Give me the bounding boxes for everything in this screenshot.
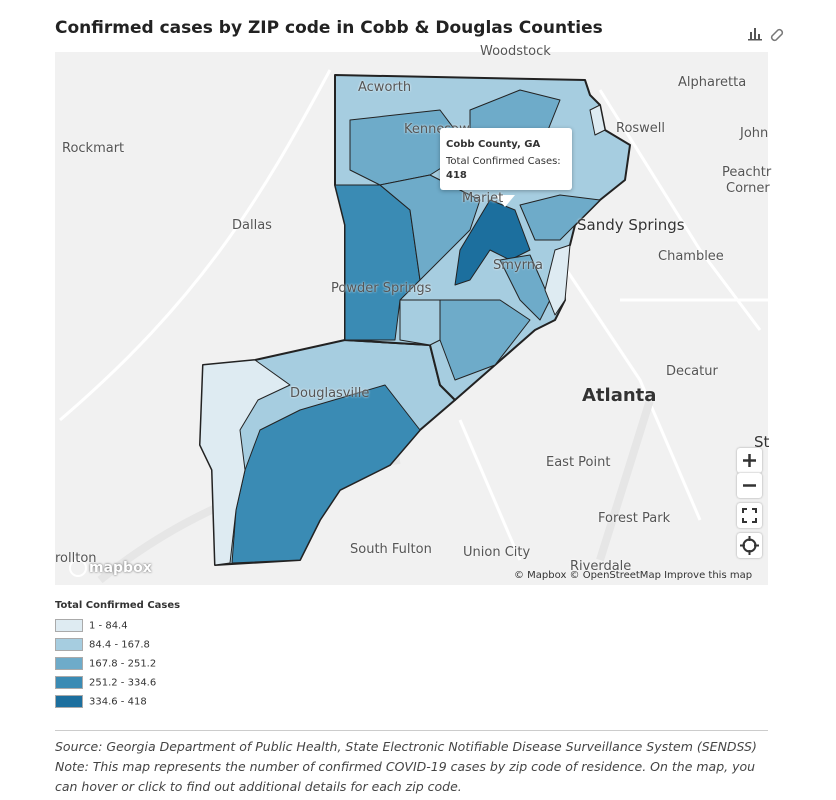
footer: Source: Georgia Department of Public Hea…	[55, 737, 775, 797]
legend-item: 334.6 - 418	[55, 695, 147, 708]
place-label: Forest Park	[598, 511, 671, 526]
place-label: St	[754, 433, 770, 451]
place-label: South Fulton	[350, 542, 432, 557]
legend-label: 84.4 - 167.8	[89, 639, 150, 651]
legend-label: 334.6 - 418	[89, 696, 147, 708]
chart-title: Confirmed cases by ZIP code in Cobb & Do…	[55, 18, 603, 38]
divider	[55, 730, 768, 731]
zip-area[interactable]	[199, 359, 291, 566]
place-label: Atlanta	[582, 385, 657, 406]
zoom-in[interactable]	[737, 448, 762, 473]
zip-area[interactable]	[379, 174, 481, 281]
place-label: John	[740, 126, 769, 141]
zip-area[interactable]	[454, 199, 531, 286]
legend-label: 167.8 - 251.2	[89, 658, 157, 670]
zip-area[interactable]	[399, 299, 441, 346]
legend-item: 167.8 - 251.2	[55, 657, 156, 670]
toolbar-icons[interactable]	[746, 24, 786, 44]
legend-swatch	[55, 695, 83, 708]
note: Note: This map represents the number of …	[55, 759, 756, 794]
legend-item: 1 - 84.4	[55, 619, 128, 632]
zip-area[interactable]	[231, 384, 421, 564]
place-label: Chamblee	[658, 249, 724, 264]
legend-swatch	[55, 657, 83, 670]
legend-item: 84.4 - 167.8	[55, 638, 150, 651]
place-label: Decatur	[666, 364, 718, 379]
zip-area[interactable]	[544, 244, 571, 316]
place-label: Roswell	[616, 121, 666, 136]
improve-link[interactable]: Improve this map	[664, 570, 753, 581]
place-label: Riverdale	[570, 559, 632, 574]
legend-title: Total Confirmed Cases	[55, 600, 181, 611]
tooltip-value: 418	[446, 170, 467, 181]
source: Source: Georgia Department of Public Hea…	[55, 739, 757, 754]
legend-item: 251.2 - 334.6	[55, 676, 156, 689]
place-label: Dallas	[232, 218, 272, 233]
legend-swatch	[55, 638, 83, 651]
place-label: Powder Springs	[331, 281, 432, 296]
place-label: Mariet	[462, 191, 504, 206]
place-label: Alpharetta	[678, 75, 747, 90]
tooltip-label: Total Confirmed Cases:	[446, 156, 561, 167]
zoom-out[interactable]	[737, 473, 762, 498]
zip-area[interactable]	[499, 254, 551, 321]
place-label: Peachtr	[722, 165, 772, 180]
place-label: Smyrna	[493, 258, 543, 273]
zip-area[interactable]	[589, 104, 606, 136]
mapbox-logo[interactable]: mapbox	[89, 560, 152, 576]
place-label: Sandy Springs	[577, 216, 685, 234]
tooltip: Cobb County, GA Total Confirmed Cases: 4…	[440, 128, 572, 190]
place-label: Rockmart	[62, 141, 125, 156]
legend-swatch	[55, 676, 83, 689]
attribution: © Mapbox © OpenStreetMap Improve this ma…	[514, 570, 752, 581]
fullscreen[interactable]	[737, 503, 762, 528]
tooltip-title: Cobb County, GA	[446, 139, 541, 150]
place-label: Acworth	[358, 80, 412, 95]
legend-label: 1 - 84.4	[89, 620, 128, 632]
place-label: Woodstock	[480, 44, 551, 59]
place-label: rollton	[55, 551, 97, 566]
place-label: Corner	[726, 181, 770, 196]
place-label: Douglasville	[290, 386, 370, 401]
place-label: Union City	[463, 545, 531, 560]
geolocate[interactable]	[737, 533, 762, 558]
attribution-text[interactable]: © Mapbox © OpenStreetMap	[514, 570, 661, 581]
legend-label: 251.2 - 334.6	[89, 677, 157, 689]
place-label: East Point	[546, 455, 611, 470]
legend-swatch	[55, 619, 83, 632]
zip-area[interactable]	[519, 194, 601, 241]
